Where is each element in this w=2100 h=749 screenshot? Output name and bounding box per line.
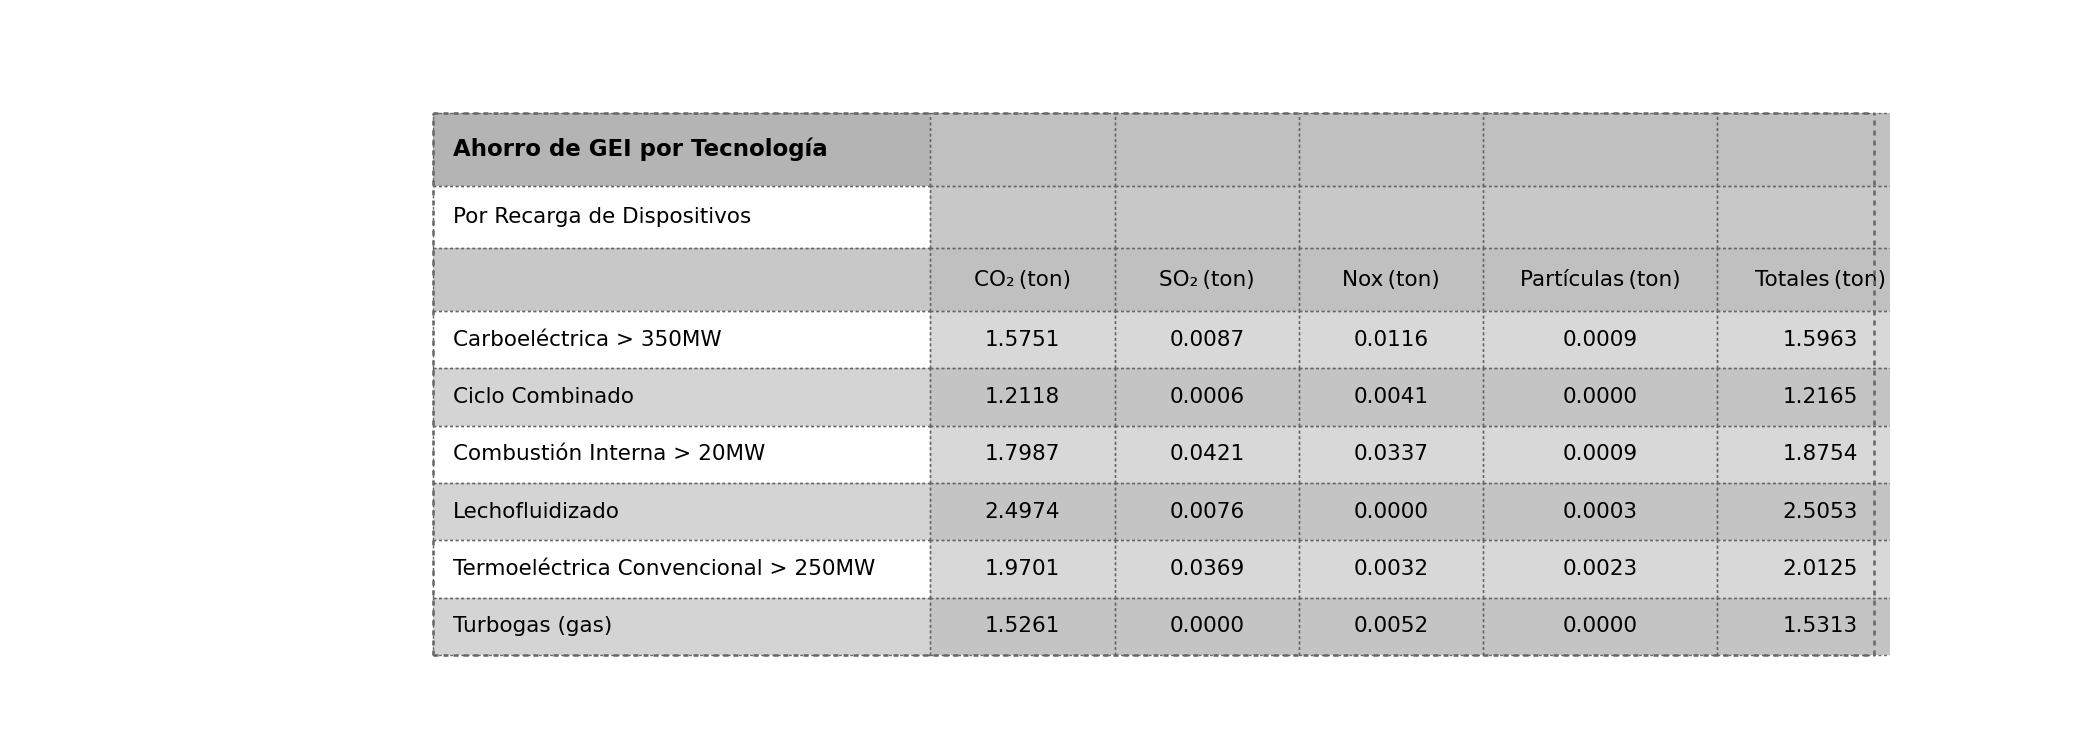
Text: Combustión Interna > 20MW: Combustión Interna > 20MW — [454, 444, 764, 464]
Bar — [1115, 369, 1300, 425]
Bar — [1300, 187, 1483, 249]
Bar — [433, 187, 930, 249]
Bar — [1716, 187, 1924, 249]
Text: 0.0009: 0.0009 — [1562, 330, 1638, 350]
Bar — [433, 369, 930, 425]
Text: 0.0052: 0.0052 — [1354, 616, 1428, 637]
Text: 0.0369: 0.0369 — [1170, 559, 1245, 579]
Bar — [1483, 540, 1716, 598]
Bar — [930, 187, 1115, 249]
Bar — [433, 540, 930, 598]
Text: 1.2118: 1.2118 — [985, 387, 1060, 407]
Text: 2.0125: 2.0125 — [1783, 559, 1858, 579]
Bar — [1483, 598, 1716, 655]
Bar — [433, 483, 930, 540]
Text: 1.5313: 1.5313 — [1783, 616, 1858, 637]
Bar — [1300, 369, 1483, 425]
Bar — [1300, 311, 1483, 369]
Bar — [1115, 598, 1300, 655]
Bar — [1716, 598, 1924, 655]
Text: 0.0032: 0.0032 — [1354, 559, 1428, 579]
Text: 0.0000: 0.0000 — [1170, 616, 1245, 637]
Bar — [433, 249, 930, 311]
Text: 0.0337: 0.0337 — [1354, 444, 1428, 464]
Bar — [930, 369, 1115, 425]
Bar — [1300, 483, 1483, 540]
Text: 1.5751: 1.5751 — [985, 330, 1060, 350]
Text: Turbogas (gas): Turbogas (gas) — [454, 616, 613, 637]
Bar — [1483, 425, 1716, 483]
Text: Ciclo Combinado: Ciclo Combinado — [454, 387, 634, 407]
Text: 1.5963: 1.5963 — [1783, 330, 1858, 350]
Bar — [1115, 113, 1300, 187]
Text: 0.0000: 0.0000 — [1562, 387, 1638, 407]
Text: Ahorro de GEI por Tecnología: Ahorro de GEI por Tecnología — [454, 138, 827, 161]
Text: 1.9701: 1.9701 — [985, 559, 1060, 579]
Bar — [930, 311, 1115, 369]
Text: Partículas (ton): Partículas (ton) — [1520, 270, 1680, 290]
Text: 0.0000: 0.0000 — [1354, 502, 1428, 521]
Bar — [433, 598, 930, 655]
Text: CO₂ (ton): CO₂ (ton) — [974, 270, 1071, 290]
Bar — [1115, 483, 1300, 540]
Bar — [1483, 369, 1716, 425]
Bar — [1716, 249, 1924, 311]
Text: 0.0421: 0.0421 — [1170, 444, 1245, 464]
Text: 2.5053: 2.5053 — [1783, 502, 1858, 521]
Bar — [433, 113, 930, 187]
Bar — [1483, 311, 1716, 369]
Bar — [1483, 483, 1716, 540]
Text: 0.0006: 0.0006 — [1170, 387, 1245, 407]
Bar — [1716, 113, 1924, 187]
Bar — [1300, 425, 1483, 483]
Bar — [930, 425, 1115, 483]
Bar — [433, 425, 930, 483]
Bar — [1716, 311, 1924, 369]
Text: Por Recarga de Dispositivos: Por Recarga de Dispositivos — [454, 207, 752, 227]
Text: 0.0009: 0.0009 — [1562, 444, 1638, 464]
Bar — [930, 540, 1115, 598]
Bar — [1115, 311, 1300, 369]
Text: 0.0041: 0.0041 — [1354, 387, 1428, 407]
Text: 2.4974: 2.4974 — [985, 502, 1060, 521]
Text: 1.8754: 1.8754 — [1783, 444, 1858, 464]
Text: Carboeléctrica > 350MW: Carboeléctrica > 350MW — [454, 330, 722, 350]
Text: 0.0003: 0.0003 — [1562, 502, 1638, 521]
Bar — [1716, 540, 1924, 598]
Bar — [1115, 249, 1300, 311]
Bar — [1300, 113, 1483, 187]
Bar — [1115, 187, 1300, 249]
Text: 0.0116: 0.0116 — [1354, 330, 1428, 350]
Text: Lechofluidizado: Lechofluidizado — [454, 502, 620, 521]
Bar — [1115, 540, 1300, 598]
Bar — [930, 598, 1115, 655]
Bar — [1716, 369, 1924, 425]
Text: Nox (ton): Nox (ton) — [1342, 270, 1441, 290]
Bar — [930, 113, 1115, 187]
Bar — [1300, 598, 1483, 655]
Bar — [1483, 113, 1716, 187]
Bar — [1483, 187, 1716, 249]
Bar — [1716, 483, 1924, 540]
Text: 0.0076: 0.0076 — [1170, 502, 1245, 521]
Text: 0.0023: 0.0023 — [1562, 559, 1638, 579]
Text: Termoeléctrica Convencional > 250MW: Termoeléctrica Convencional > 250MW — [454, 559, 876, 579]
Bar — [1300, 249, 1483, 311]
Text: 1.5261: 1.5261 — [985, 616, 1060, 637]
Bar — [1300, 540, 1483, 598]
Text: 1.2165: 1.2165 — [1783, 387, 1858, 407]
Text: Totales (ton): Totales (ton) — [1756, 270, 1886, 290]
Text: 0.0000: 0.0000 — [1562, 616, 1638, 637]
Text: 1.7987: 1.7987 — [985, 444, 1060, 464]
Bar — [1716, 425, 1924, 483]
Text: SO₂ (ton): SO₂ (ton) — [1159, 270, 1254, 290]
Bar — [1115, 425, 1300, 483]
Text: 0.0087: 0.0087 — [1170, 330, 1245, 350]
Bar — [930, 483, 1115, 540]
Bar — [930, 249, 1115, 311]
Bar — [1483, 249, 1716, 311]
Bar — [433, 311, 930, 369]
